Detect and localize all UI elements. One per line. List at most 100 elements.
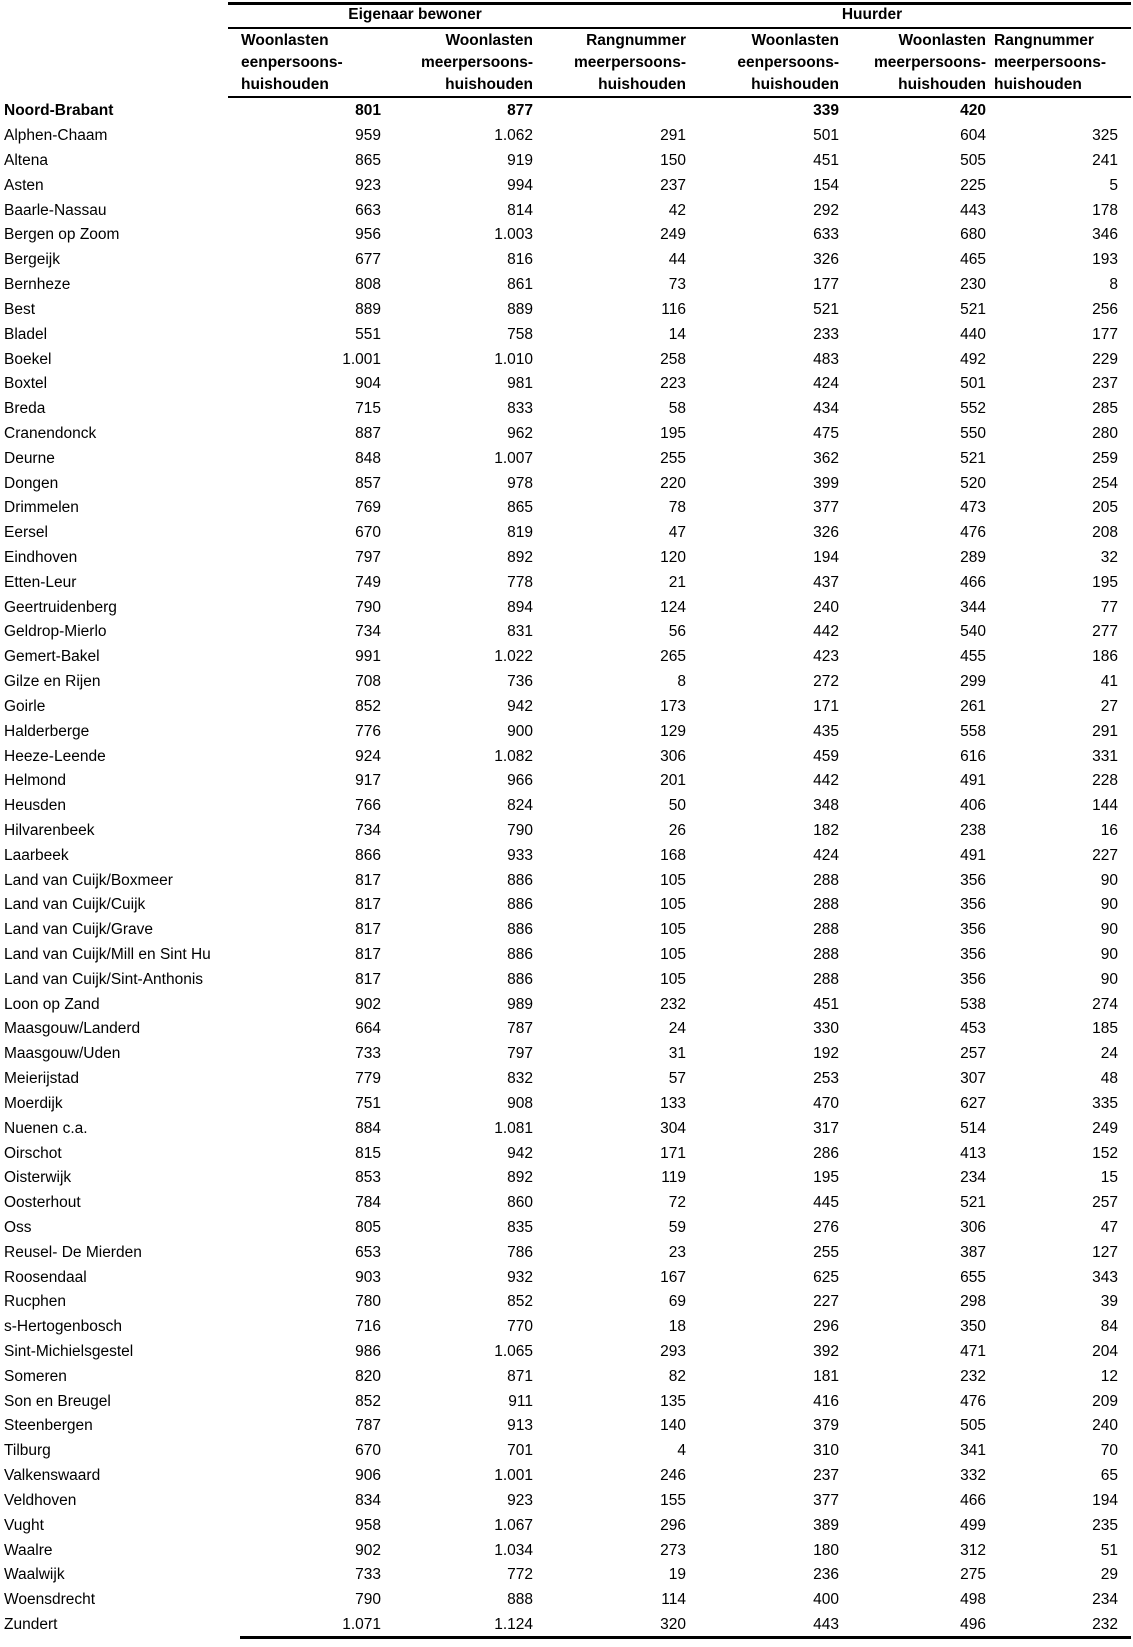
cell-value: 330 xyxy=(813,1020,839,1038)
row-label: Boekel xyxy=(4,350,52,368)
cell-value: 317 xyxy=(813,1119,839,1137)
cell-value: 24 xyxy=(1100,1045,1118,1063)
cell-value: 181 xyxy=(813,1367,839,1385)
cell-value: 255 xyxy=(660,449,686,467)
cell-value: 865 xyxy=(507,499,533,517)
cell-value: 257 xyxy=(1092,1194,1118,1212)
row-label: Son en Breugel xyxy=(4,1392,111,1410)
cell-value: 435 xyxy=(813,722,839,740)
cell-value: 72 xyxy=(668,1194,686,1212)
cell-value: 817 xyxy=(355,921,381,939)
cell-value: 670 xyxy=(355,1442,381,1460)
cell-value: 784 xyxy=(355,1194,381,1212)
cell-value: 227 xyxy=(1092,846,1118,864)
cell-value: 82 xyxy=(668,1367,686,1385)
cell-value: 59 xyxy=(668,1218,686,1236)
cell-value: 787 xyxy=(355,1417,381,1435)
cell-value: 229 xyxy=(1092,350,1118,368)
group-header-underline xyxy=(228,27,1131,29)
cell-value: 816 xyxy=(507,251,533,269)
cell-value: 466 xyxy=(960,573,986,591)
table-row: Maasgouw/Uden 733 797 31 192 257 24 xyxy=(0,1042,1133,1067)
cell-value: 90 xyxy=(1100,896,1118,914)
cell-value: 772 xyxy=(507,1566,533,1584)
cell-value: 833 xyxy=(507,400,533,418)
cell-value: 451 xyxy=(813,152,839,170)
cell-value: 814 xyxy=(507,201,533,219)
cell-value: 387 xyxy=(960,1243,986,1261)
cell-value: 185 xyxy=(1092,1020,1118,1038)
table-row: Veldhoven 834 923 155 377 466 194 xyxy=(0,1489,1133,1514)
cell-value: 708 xyxy=(355,673,381,691)
cell-value: 834 xyxy=(355,1491,381,1509)
cell-value: 932 xyxy=(507,1268,533,1286)
cell-value: 8 xyxy=(677,673,686,691)
table-row: Maasgouw/Landerd 664 787 24 330 453 185 xyxy=(0,1017,1133,1042)
cell-value: 27 xyxy=(1100,697,1118,715)
cell-value: 913 xyxy=(507,1417,533,1435)
cell-value: 406 xyxy=(960,797,986,815)
table-row: Bladel 551 758 14 233 440 177 xyxy=(0,322,1133,347)
table-row: Deurne 848 1.007 255 362 521 259 xyxy=(0,446,1133,471)
row-label: Someren xyxy=(4,1367,67,1385)
table-row: Meierijstad 779 832 57 253 307 48 xyxy=(0,1067,1133,1092)
cell-value: 445 xyxy=(813,1194,839,1212)
cell-value: 69 xyxy=(668,1293,686,1311)
cell-value: 476 xyxy=(960,1392,986,1410)
cell-value: 209 xyxy=(1092,1392,1118,1410)
cell-value: 889 xyxy=(355,300,381,318)
cell-value: 442 xyxy=(813,772,839,790)
row-label: Heeze-Leende xyxy=(4,747,106,765)
cell-value: 981 xyxy=(507,375,533,393)
cell-value: 194 xyxy=(813,549,839,567)
cell-value: 790 xyxy=(355,1591,381,1609)
cell-value: 346 xyxy=(1092,226,1118,244)
row-label: Land van Cuijk/Sint-Anthonis xyxy=(4,970,204,988)
cell-value: 299 xyxy=(960,673,986,691)
cell-value: 253 xyxy=(813,1070,839,1088)
cell-value: 888 xyxy=(507,1591,533,1609)
cell-value: 233 xyxy=(813,325,839,343)
cell-value: 887 xyxy=(355,424,381,442)
cell-value: 776 xyxy=(355,722,381,740)
cell-value: 289 xyxy=(960,549,986,567)
cell-value: 786 xyxy=(507,1243,533,1261)
cell-value: 246 xyxy=(660,1467,686,1485)
cell-value: 540 xyxy=(960,623,986,641)
cell-value: 320 xyxy=(660,1615,686,1633)
cell-value: 424 xyxy=(813,846,839,864)
cell-value: 861 xyxy=(507,276,533,294)
cell-value: 455 xyxy=(960,648,986,666)
cell-value: 362 xyxy=(813,449,839,467)
cell-value: 291 xyxy=(1092,722,1118,740)
row-label: Asten xyxy=(4,176,44,194)
cell-value: 237 xyxy=(660,176,686,194)
cell-value: 866 xyxy=(355,846,381,864)
cell-value: 852 xyxy=(355,1392,381,1410)
cell-value: 520 xyxy=(960,474,986,492)
cell-value: 240 xyxy=(1092,1417,1118,1435)
table-row: Heusden 766 824 50 348 406 144 xyxy=(0,794,1133,819)
cell-value: 21 xyxy=(668,573,686,591)
table-row: Geertruidenberg 790 894 124 240 344 77 xyxy=(0,595,1133,620)
cell-value: 959 xyxy=(355,127,381,145)
row-label: Bernheze xyxy=(4,276,71,294)
cell-value: 413 xyxy=(960,1144,986,1162)
cell-value: 1.124 xyxy=(494,1615,533,1633)
table-row: Alphen-Chaam 959 1.062 291 501 604 325 xyxy=(0,124,1133,149)
cell-value: 306 xyxy=(960,1218,986,1236)
cell-value: 779 xyxy=(355,1070,381,1088)
column-header-underline xyxy=(228,96,1131,98)
row-label: Roosendaal xyxy=(4,1268,87,1286)
table-row: Valkenswaard 906 1.001 246 237 332 65 xyxy=(0,1464,1133,1489)
row-label: Etten-Leur xyxy=(4,573,77,591)
cell-value: 923 xyxy=(507,1491,533,1509)
cell-value: 994 xyxy=(507,176,533,194)
cell-value: 902 xyxy=(355,1541,381,1559)
cell-value: 90 xyxy=(1100,921,1118,939)
cell-value: 58 xyxy=(668,400,686,418)
row-label: Cranendonck xyxy=(4,424,97,442)
cell-value: 116 xyxy=(661,300,686,318)
cell-value: 848 xyxy=(355,449,381,467)
row-label: Heusden xyxy=(4,797,67,815)
